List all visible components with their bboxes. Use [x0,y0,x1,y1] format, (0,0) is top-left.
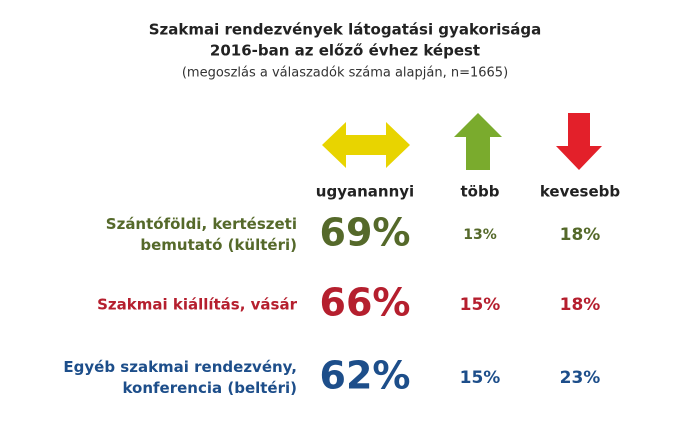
less-arrow [556,113,602,170]
cell: 23% [560,368,601,388]
cell: 62% [320,354,411,398]
title-line: Szakmai rendezvények látogatási gyakoris… [149,21,542,39]
cell: 66% [320,281,411,325]
cell: 15% [460,368,501,388]
row-label: Egyéb szakmai rendezvény, [63,358,297,376]
row-label: Szántóföldi, kertészeti [106,215,297,233]
cell: 69% [320,211,411,255]
subtitle: (megoszlás a válaszadók száma alapján, n… [182,66,508,81]
cell: 18% [560,225,601,245]
cell: 13% [463,227,497,243]
row-label: bemutató (kültéri) [140,236,297,254]
title-line: 2016-ban az előző évhez képest [210,42,480,60]
column-header: több [461,183,500,201]
column-header: kevesebb [540,183,621,201]
more-arrow [454,113,502,170]
row-label: konferencia (beltéri) [122,379,297,397]
row-label: Szakmai kiállítás, vásár [97,296,298,314]
cell: 18% [560,295,601,315]
column-header: ugyanannyi [316,183,414,201]
table: ugyanannyi több kevesebb Szántóföldi, kerté… [63,183,620,398]
same-arrow [322,122,410,168]
cell: 15% [460,295,501,315]
